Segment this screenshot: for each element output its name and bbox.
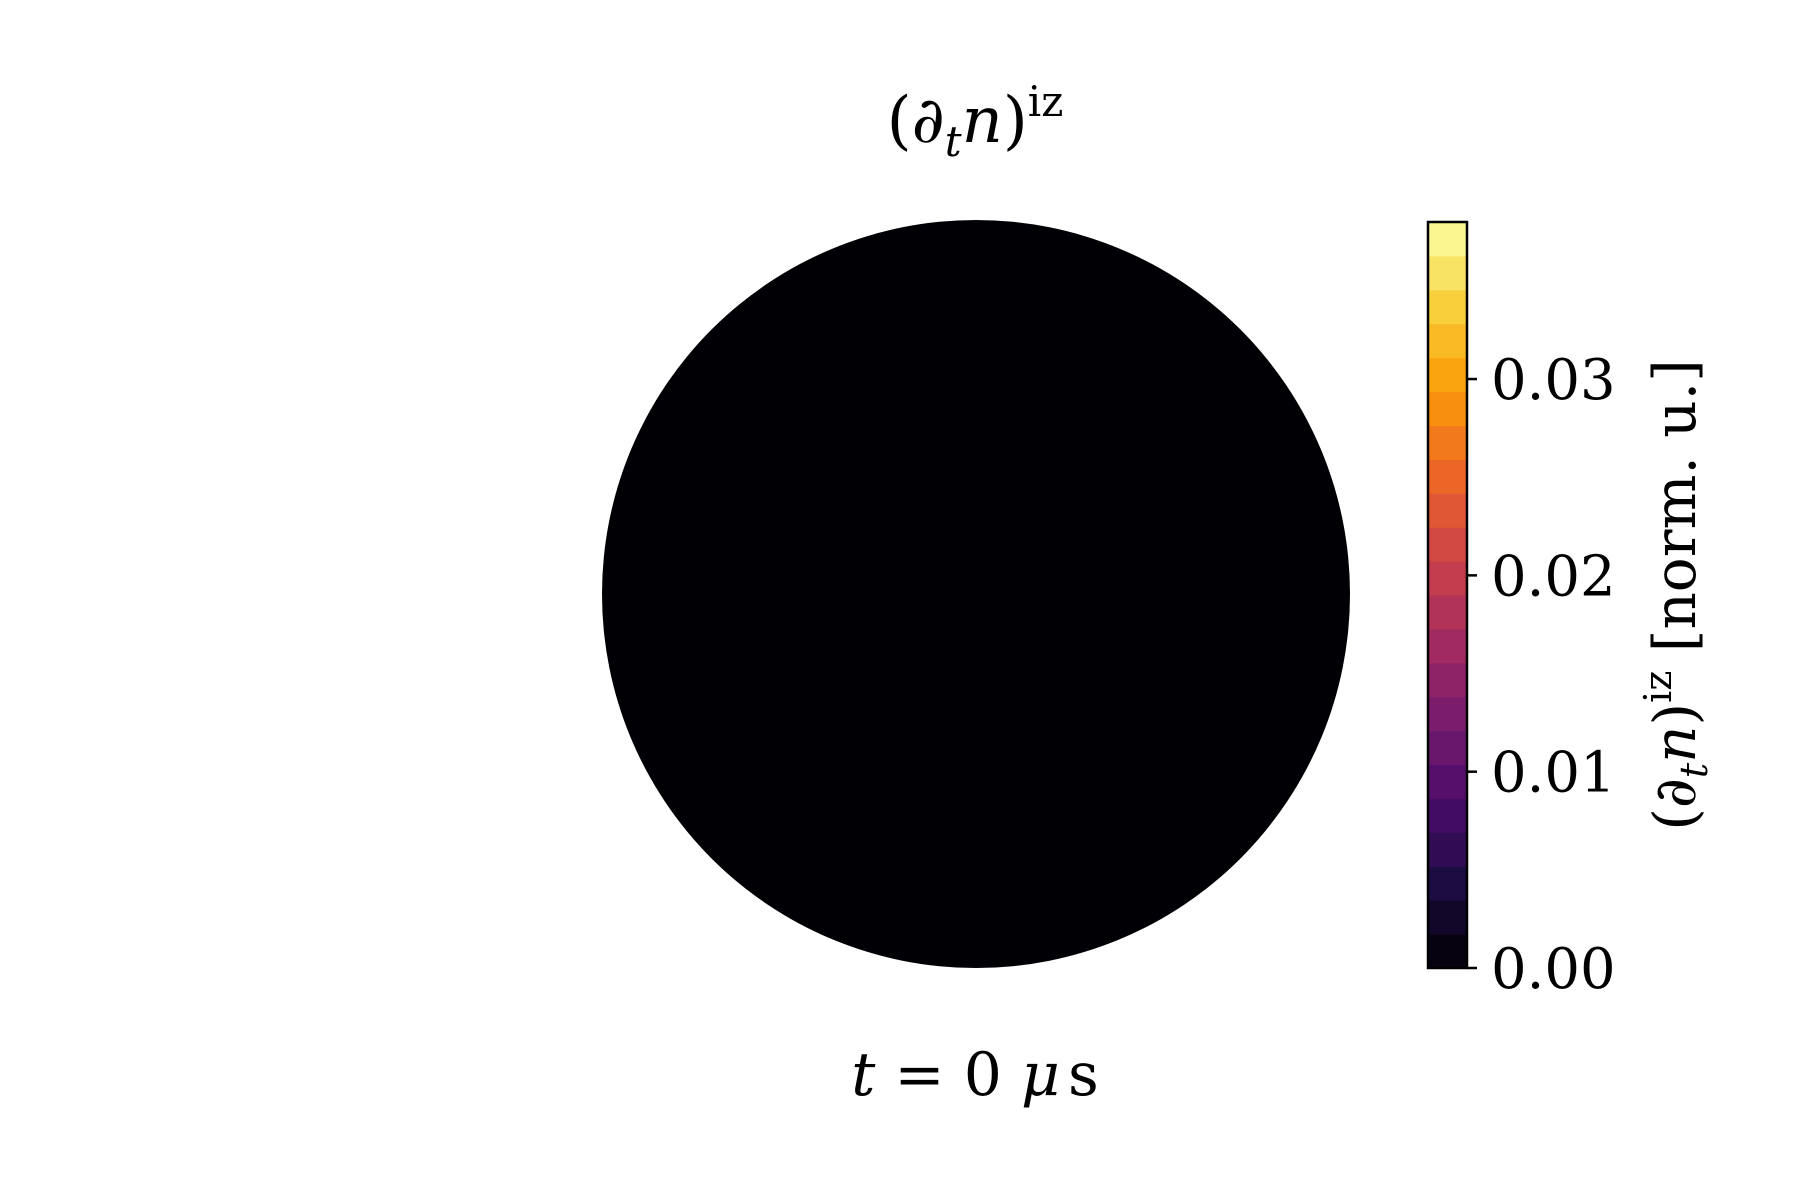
colorbar-band (1428, 663, 1467, 698)
colorbar-band (1428, 629, 1467, 664)
cbar-label-open: (∂ (1641, 778, 1709, 831)
colorbar-band (1428, 595, 1467, 630)
colorbar-band (1428, 697, 1467, 732)
colorbar-band (1428, 731, 1467, 766)
cbar-label-sub: t (1672, 762, 1716, 778)
colorbar-label: (∂tn)iz [norm. u.] (1636, 359, 1716, 830)
title-sub: t (945, 117, 962, 166)
colorbar-band (1428, 493, 1467, 528)
cbar-label-var: n (1641, 725, 1709, 762)
colorbar-band (1428, 934, 1467, 969)
cbar-label-unit: [norm. u.] (1641, 359, 1709, 670)
plot-title: (∂tn)iz (887, 77, 1064, 166)
title-sup: iz (1028, 77, 1064, 126)
colorbar-band (1428, 459, 1467, 494)
colorbar-band (1428, 832, 1467, 867)
colorbar-tick-label: 0.00 (1491, 937, 1616, 1002)
colorbar-band (1428, 900, 1467, 935)
field-layer (602, 220, 1350, 968)
field-circle (602, 220, 1350, 968)
colorbar-band (1428, 527, 1467, 562)
title-close: ) (1003, 84, 1028, 158)
colorbar-band (1428, 765, 1467, 800)
colorbar-band (1428, 798, 1467, 833)
time-unit-mu: μ (1021, 1040, 1060, 1110)
colorbar-tick-label: 0.03 (1491, 348, 1616, 413)
colorbar-band (1428, 561, 1467, 596)
colorbar-tick-label: 0.01 (1491, 741, 1616, 806)
cbar-label-sup: iz (1636, 671, 1680, 703)
colorbar-band (1428, 392, 1467, 427)
colorbar-band (1428, 358, 1467, 393)
time-var: t (851, 1040, 876, 1110)
title-var: n (962, 84, 1003, 158)
cbar-label-close: ) (1641, 703, 1709, 726)
colorbar-band (1428, 866, 1467, 901)
time-eq: = 0 (875, 1040, 1021, 1110)
colorbar-band (1428, 256, 1467, 291)
colorbar-ticks: 0.00 0.01 0.02 0.03 (1467, 348, 1616, 1002)
colorbar-band (1428, 222, 1467, 257)
colorbar: 0.00 0.01 0.02 0.03 (1428, 222, 1616, 1002)
colorbar-band (1428, 290, 1467, 325)
title-open: (∂ (887, 84, 945, 158)
colorbar-band (1428, 324, 1467, 359)
colorbar-band (1428, 425, 1467, 460)
time-unit-s: s (1068, 1040, 1099, 1110)
colorbar-tick-label: 0.02 (1491, 544, 1616, 609)
colorbar-bands (1428, 222, 1467, 969)
